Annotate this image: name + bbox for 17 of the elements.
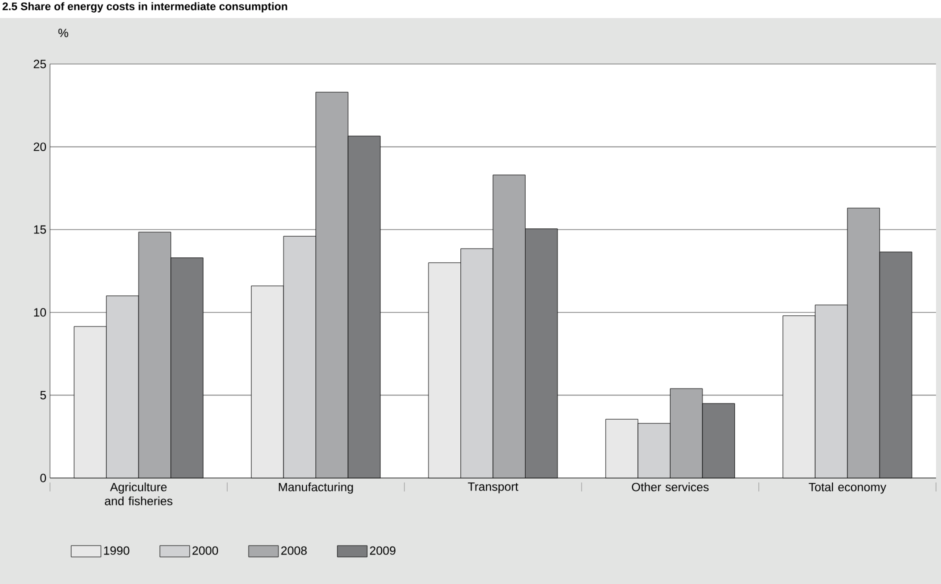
legend-label: 2009 xyxy=(370,546,396,555)
x-tick-label: Manufacturing xyxy=(278,482,353,494)
y-tick-label: 0 xyxy=(40,474,46,482)
y-tick-label: 5 xyxy=(40,391,46,400)
x-tick-label: Other services xyxy=(632,482,709,492)
x-tick-label: Agriculture and fisheries xyxy=(104,482,172,506)
y-tick-label: 20 xyxy=(34,142,46,152)
x-tick-label: Transport xyxy=(468,482,518,494)
y-tick-label: 15 xyxy=(34,225,46,234)
legend-label: 2008 xyxy=(281,546,307,555)
legend-label: 2000 xyxy=(192,546,218,555)
y-tick-label: 25 xyxy=(34,60,46,68)
x-tick-label: Total economy xyxy=(808,482,886,494)
legend-label: 1990 xyxy=(104,546,130,555)
y-axis-title: % xyxy=(58,28,68,38)
chart-title: 2.5 Share of energy costs in intermediate consumption xyxy=(2,2,288,12)
y-tick-label: 10 xyxy=(34,308,46,317)
